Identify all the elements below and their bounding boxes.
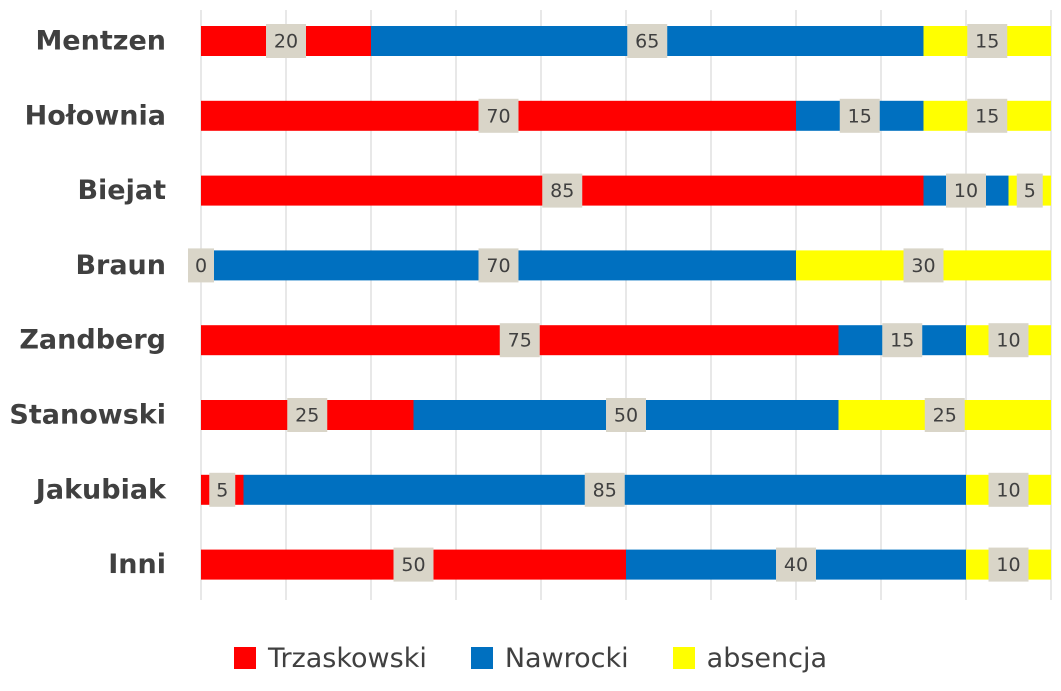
data-label-text: 85: [550, 180, 574, 202]
data-label-text: 30: [911, 255, 935, 277]
data-label-absencja-jakubiak: 10: [988, 472, 1029, 507]
data-label-text: 70: [486, 105, 510, 127]
data-label-box: [606, 398, 646, 432]
data-label-text: 70: [486, 255, 510, 277]
data-label-box: [988, 547, 1029, 582]
data-label-box: [542, 173, 583, 208]
data-label-box: [266, 24, 306, 58]
data-label-text: 15: [890, 330, 914, 352]
legend: Trzaskowski Nawrocki absencja: [0, 630, 1061, 686]
data-label-box: [584, 472, 625, 507]
data-label-absencja-biejat: 5: [1016, 173, 1043, 208]
data-label-box: [188, 248, 214, 283]
data-label-text: 10: [996, 330, 1020, 352]
category-label-mentzen: Mentzen: [35, 26, 166, 57]
data-label-text: 0: [195, 255, 207, 277]
gridlines: [200, 10, 1052, 600]
data-label-box: [924, 398, 965, 432]
legend-item-absencja: absencja: [672, 642, 828, 674]
category-label-stanowski: Stanowski: [9, 400, 166, 431]
data-label-box: [967, 24, 1008, 58]
legend-swatch-nawrocki: [470, 647, 493, 669]
data-label-text: 65: [635, 31, 659, 53]
legend-item-trzaskowski: Trzaskowski: [233, 642, 427, 674]
data-label-box: [967, 98, 1008, 133]
data-label-box: [287, 398, 328, 432]
data-label-nawrocki-holownia: 15: [839, 98, 880, 133]
data-label-box: [499, 323, 540, 358]
legend-label-nawrocki: Nawrocki: [504, 642, 629, 674]
data-label-box: [393, 547, 434, 582]
data-label-box: [882, 323, 923, 358]
data-label-box: [627, 24, 668, 58]
legend-label-absencja: absencja: [706, 642, 828, 674]
data-label-trzaskowski-braun: 0: [188, 248, 214, 283]
data-label-nawrocki-stanowski: 50: [606, 398, 646, 432]
category-label-zandberg: Zandberg: [19, 325, 166, 356]
stacked-bar-chart: Mentzen Hołownia Biejat Braun Zandberg Stanow…: [9, 10, 1052, 600]
data-label-trzaskowski-zandberg: 75: [499, 323, 540, 358]
category-label-inni: Inni: [108, 549, 166, 580]
data-label-absencja-braun: 30: [903, 248, 944, 283]
category-label-jakubiak: Jakubiak: [34, 474, 167, 505]
data-label-box: [478, 248, 519, 283]
data-label-box: [988, 472, 1029, 507]
data-label-nawrocki-zandberg: 15: [882, 323, 923, 358]
data-label-absencja-stanowski: 25: [924, 398, 965, 432]
data-label-nawrocki-biejat: 10: [946, 173, 986, 208]
legend-swatch-trzaskowski: [233, 647, 256, 669]
legend-item-nawrocki: Nawrocki: [470, 642, 629, 674]
data-label-absencja-inni: 10: [988, 547, 1029, 582]
data-label-text: 25: [295, 405, 319, 427]
data-label-box: [478, 98, 519, 133]
data-label-absencja-holownia: 15: [967, 98, 1008, 133]
data-label-trzaskowski-inni: 50: [393, 547, 434, 582]
data-label-box: [946, 173, 986, 208]
data-label-nawrocki-inni: 40: [776, 547, 816, 582]
data-label-text: 40: [784, 554, 808, 576]
category-label-holownia: Hołownia: [25, 100, 166, 131]
data-label-nawrocki-braun: 70: [478, 248, 519, 283]
data-label-text: 15: [848, 105, 872, 127]
data-label-nawrocki-jakubiak: 85: [584, 472, 625, 507]
data-label-text: 20: [274, 31, 298, 53]
data-label-text: 10: [996, 554, 1020, 576]
data-label-text: 10: [996, 479, 1020, 501]
data-label-text: 75: [508, 330, 532, 352]
data-label-text: 85: [593, 479, 617, 501]
data-label-absencja-mentzen: 15: [967, 24, 1008, 58]
legend-label-trzaskowski: Trzaskowski: [267, 642, 427, 674]
data-label-box: [776, 547, 816, 582]
data-label-box: [839, 98, 880, 133]
data-label-text: 5: [216, 479, 228, 501]
category-labels: Mentzen Hołownia Biejat Braun Zandberg Stanow…: [9, 26, 167, 581]
data-label-trzaskowski-biejat: 85: [542, 173, 583, 208]
data-label-trzaskowski-mentzen: 20: [266, 24, 306, 58]
data-label-box: [903, 248, 944, 283]
data-label-trzaskowski-jakubiak: 5: [209, 472, 236, 507]
legend-swatch-absencja: [672, 647, 695, 669]
data-label-text: 5: [1024, 180, 1036, 202]
data-label-text: 15: [975, 31, 999, 53]
data-label-text: 50: [401, 554, 425, 576]
data-label-box: [988, 323, 1029, 358]
data-label-text: 50: [614, 405, 638, 427]
category-label-biejat: Biejat: [77, 175, 166, 206]
data-label-box: [209, 472, 236, 507]
data-label-nawrocki-mentzen: 65: [627, 24, 668, 58]
category-label-braun: Braun: [75, 250, 166, 281]
data-label-text: 25: [933, 405, 957, 427]
data-label-trzaskowski-stanowski: 25: [287, 398, 328, 432]
data-label-box: [1016, 173, 1043, 208]
data-label-trzaskowski-holownia: 70: [478, 98, 519, 133]
data-label-text: 15: [975, 105, 999, 127]
data-label-absencja-zandberg: 10: [988, 323, 1029, 358]
data-label-text: 10: [954, 180, 978, 202]
